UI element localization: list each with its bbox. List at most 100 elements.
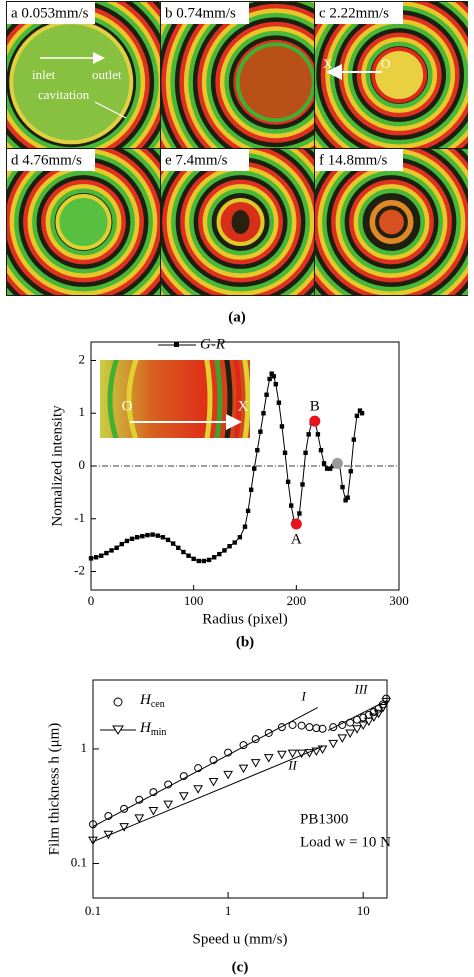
fringe <box>365 41 433 109</box>
y-tick-label: 0 <box>79 457 86 472</box>
data-point <box>99 553 104 558</box>
fringe <box>197 3 314 148</box>
data-point <box>120 804 129 813</box>
fringe <box>347 23 451 127</box>
y-axis-label: Nomalized intensity <box>49 405 65 527</box>
data-point <box>338 720 347 729</box>
fringe <box>7 149 160 295</box>
data-point <box>304 749 315 758</box>
data-point <box>186 553 191 558</box>
y-tick-label: 1 <box>79 404 86 419</box>
legend <box>100 697 136 735</box>
fringe <box>358 188 425 256</box>
data-point <box>179 772 188 781</box>
legend-label: Hcen <box>139 692 165 710</box>
y-tick-label: -1 <box>74 510 85 525</box>
data-point <box>345 729 355 738</box>
fringe <box>206 12 314 148</box>
x-tick-label: 0 <box>88 593 95 608</box>
fringe <box>161 2 202 148</box>
data-point <box>340 484 345 490</box>
legend-subscript: cen <box>151 699 165 710</box>
fringe <box>174 2 224 148</box>
data-point <box>150 532 155 537</box>
data-point <box>149 788 158 797</box>
y-tick-label: 2 <box>79 351 86 366</box>
data-point <box>373 709 384 719</box>
fringe <box>179 2 232 148</box>
data-point <box>279 424 285 429</box>
data-point <box>269 371 274 376</box>
data-point <box>358 721 369 730</box>
interference-image <box>315 149 468 295</box>
fit-label: II <box>287 758 297 773</box>
y-tick-label: 0.1 <box>71 855 87 870</box>
data-point <box>317 745 328 754</box>
caption: (c) <box>232 959 249 975</box>
y-axis-label: Film thickness h (μm) <box>46 723 62 856</box>
fringe <box>192 2 314 148</box>
legend-label: G-R <box>200 336 225 352</box>
fringe <box>344 175 439 269</box>
label-box <box>7 149 95 171</box>
fringe <box>352 28 447 122</box>
data-point <box>224 748 233 757</box>
data-point <box>315 432 321 437</box>
label-box <box>315 2 403 24</box>
data-point <box>148 807 159 816</box>
data-point <box>273 382 278 387</box>
annotation: inlet <box>32 67 55 82</box>
data-point <box>328 739 339 749</box>
fringe <box>170 2 216 148</box>
data-point <box>140 533 145 539</box>
label-box <box>161 149 249 171</box>
data-point <box>88 836 98 846</box>
data-point <box>297 721 306 730</box>
data-point <box>227 544 232 549</box>
fringe <box>41 179 126 265</box>
data-point <box>209 756 218 765</box>
data-point <box>263 754 274 763</box>
annotation: cavitation <box>38 87 90 102</box>
data-point <box>237 535 243 540</box>
data-point <box>134 814 145 823</box>
data-point <box>328 466 333 471</box>
fringe <box>362 193 421 251</box>
image-label: a 0.053mm/s <box>11 5 89 21</box>
fringe <box>193 175 288 269</box>
inset-label: O <box>122 398 133 414</box>
data-point <box>359 411 365 416</box>
data-point <box>212 555 217 560</box>
data-point <box>288 720 297 729</box>
data-point <box>337 734 348 743</box>
x-tick-label: 100 <box>184 593 204 608</box>
fringe <box>349 179 434 265</box>
data-point <box>104 550 109 556</box>
highlight-point <box>331 457 343 469</box>
data-point <box>255 447 260 453</box>
data-point <box>109 548 114 553</box>
fringe <box>36 175 131 269</box>
data-point <box>217 551 222 557</box>
data-point <box>238 764 249 774</box>
fringe <box>228 35 314 130</box>
data-point <box>223 770 233 780</box>
data-point <box>114 545 119 550</box>
annotation: X <box>323 56 333 71</box>
data-point <box>378 704 388 713</box>
fit-label: I <box>300 689 306 704</box>
data-point <box>343 498 348 503</box>
data-point <box>170 541 176 546</box>
image-label: e 7.4mm/s <box>165 152 228 168</box>
annotation: PB1300 <box>300 811 348 827</box>
data-point <box>277 723 286 732</box>
contact-zone <box>235 42 314 123</box>
inset-image <box>100 360 250 438</box>
legend: G-R <box>158 336 225 352</box>
fit-label: III <box>354 681 369 696</box>
fringe <box>353 184 430 260</box>
data-point <box>191 556 196 562</box>
data-point <box>282 450 288 456</box>
image-label: b 0.74mm/s <box>165 5 236 21</box>
